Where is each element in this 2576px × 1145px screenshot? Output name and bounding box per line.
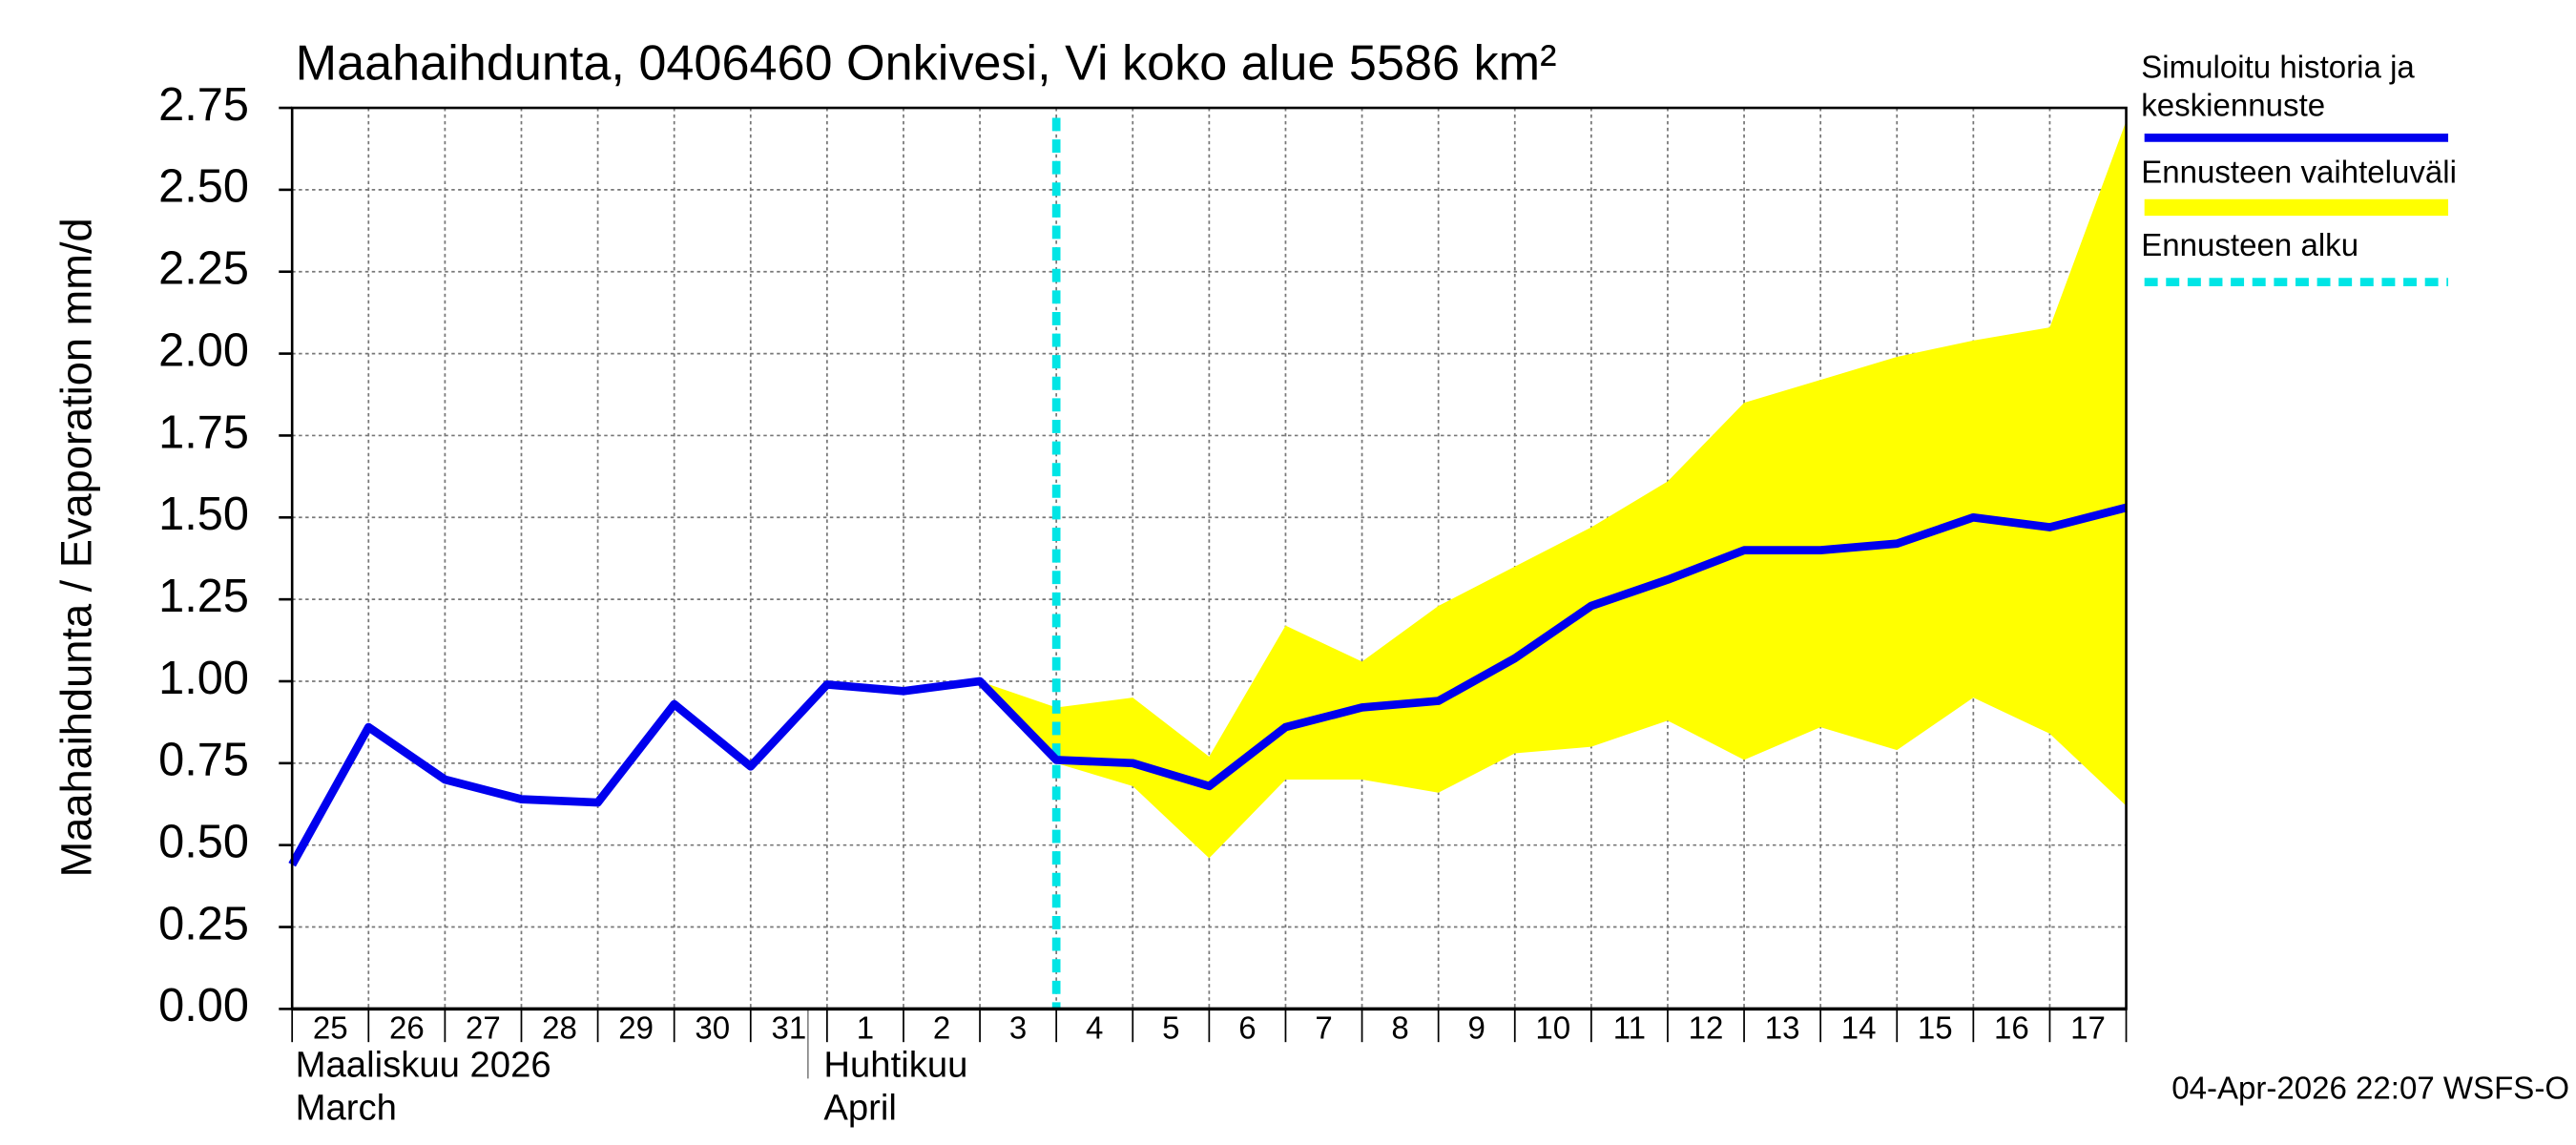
x-tick-label: 3 <box>1009 1011 1027 1047</box>
y-axis-label: Maahaihdunta / Evaporation mm/d <box>52 218 100 877</box>
x-tick-label: 29 <box>618 1011 654 1047</box>
y-tick-label: 2.50 <box>158 161 249 213</box>
legend-label: Simuloitu historia ja keskiennuste <box>2141 51 2415 125</box>
series-line <box>288 503 2128 867</box>
x-tick-label: 7 <box>1315 1011 1332 1047</box>
x-tick-label: 8 <box>1391 1011 1408 1047</box>
y-tick-label: 0.00 <box>158 980 249 1031</box>
x-tick-label: 26 <box>389 1011 425 1047</box>
month-label: Huhtikuu <box>823 1044 967 1085</box>
month-label-en: March <box>296 1088 397 1129</box>
x-tick-label: 13 <box>1765 1011 1800 1047</box>
legend-item: Ennusteen alku <box>2141 229 2359 264</box>
y-tick-label: 2.00 <box>158 324 249 376</box>
x-tick-label: 14 <box>1841 1011 1877 1047</box>
footer: 04-Apr-2026 22:07 WSFS-O <box>2171 1071 2569 1106</box>
forecast-range <box>980 120 2127 859</box>
x-tick-label: 12 <box>1689 1011 1724 1047</box>
legend-item: Ennusteen vaihteluväli <box>2141 156 2457 191</box>
x-tick-label: 30 <box>695 1011 730 1047</box>
x-tick-label: 6 <box>1238 1011 1256 1047</box>
y-tick-label: 1.50 <box>158 489 249 540</box>
x-tick-label: 27 <box>466 1011 501 1047</box>
y-tick-label: 1.25 <box>158 571 249 622</box>
x-tick-label: 16 <box>1994 1011 2029 1047</box>
y-tick-label: 0.75 <box>158 735 249 786</box>
x-tick-label: 9 <box>1468 1011 1485 1047</box>
x-tick-label: 4 <box>1086 1011 1103 1047</box>
y-tick-label: 1.00 <box>158 653 249 704</box>
legend-item: Simuloitu historia ja keskiennuste <box>2141 51 2415 125</box>
month-label: Maaliskuu 2026 <box>296 1044 551 1085</box>
legend-label: Ennusteen vaihteluväli <box>2141 156 2457 191</box>
x-tick-label: 11 <box>1613 1011 1646 1047</box>
month-label-en: April <box>823 1088 897 1129</box>
x-tick-label: 25 <box>313 1011 348 1047</box>
legend-label: Ennusteen alku <box>2141 229 2359 264</box>
y-tick-label: 0.50 <box>158 817 249 868</box>
y-tick-label: 2.25 <box>158 243 249 295</box>
chart-title: Maahaihdunta, 0406460 Onkivesi, Vi koko … <box>296 35 1557 91</box>
x-tick-label: 31 <box>771 1011 806 1047</box>
x-tick-label: 17 <box>2070 1011 2106 1047</box>
x-tick-label: 28 <box>542 1011 577 1047</box>
y-tick-label: 1.75 <box>158 406 249 458</box>
x-tick-label: 2 <box>933 1011 950 1047</box>
x-tick-label: 15 <box>1918 1011 1953 1047</box>
y-tick-label: 0.25 <box>158 898 249 949</box>
x-tick-label: 1 <box>857 1011 874 1047</box>
x-tick-label: 10 <box>1535 1011 1570 1047</box>
x-tick-label: 5 <box>1162 1011 1179 1047</box>
y-tick-label: 2.75 <box>158 79 249 131</box>
